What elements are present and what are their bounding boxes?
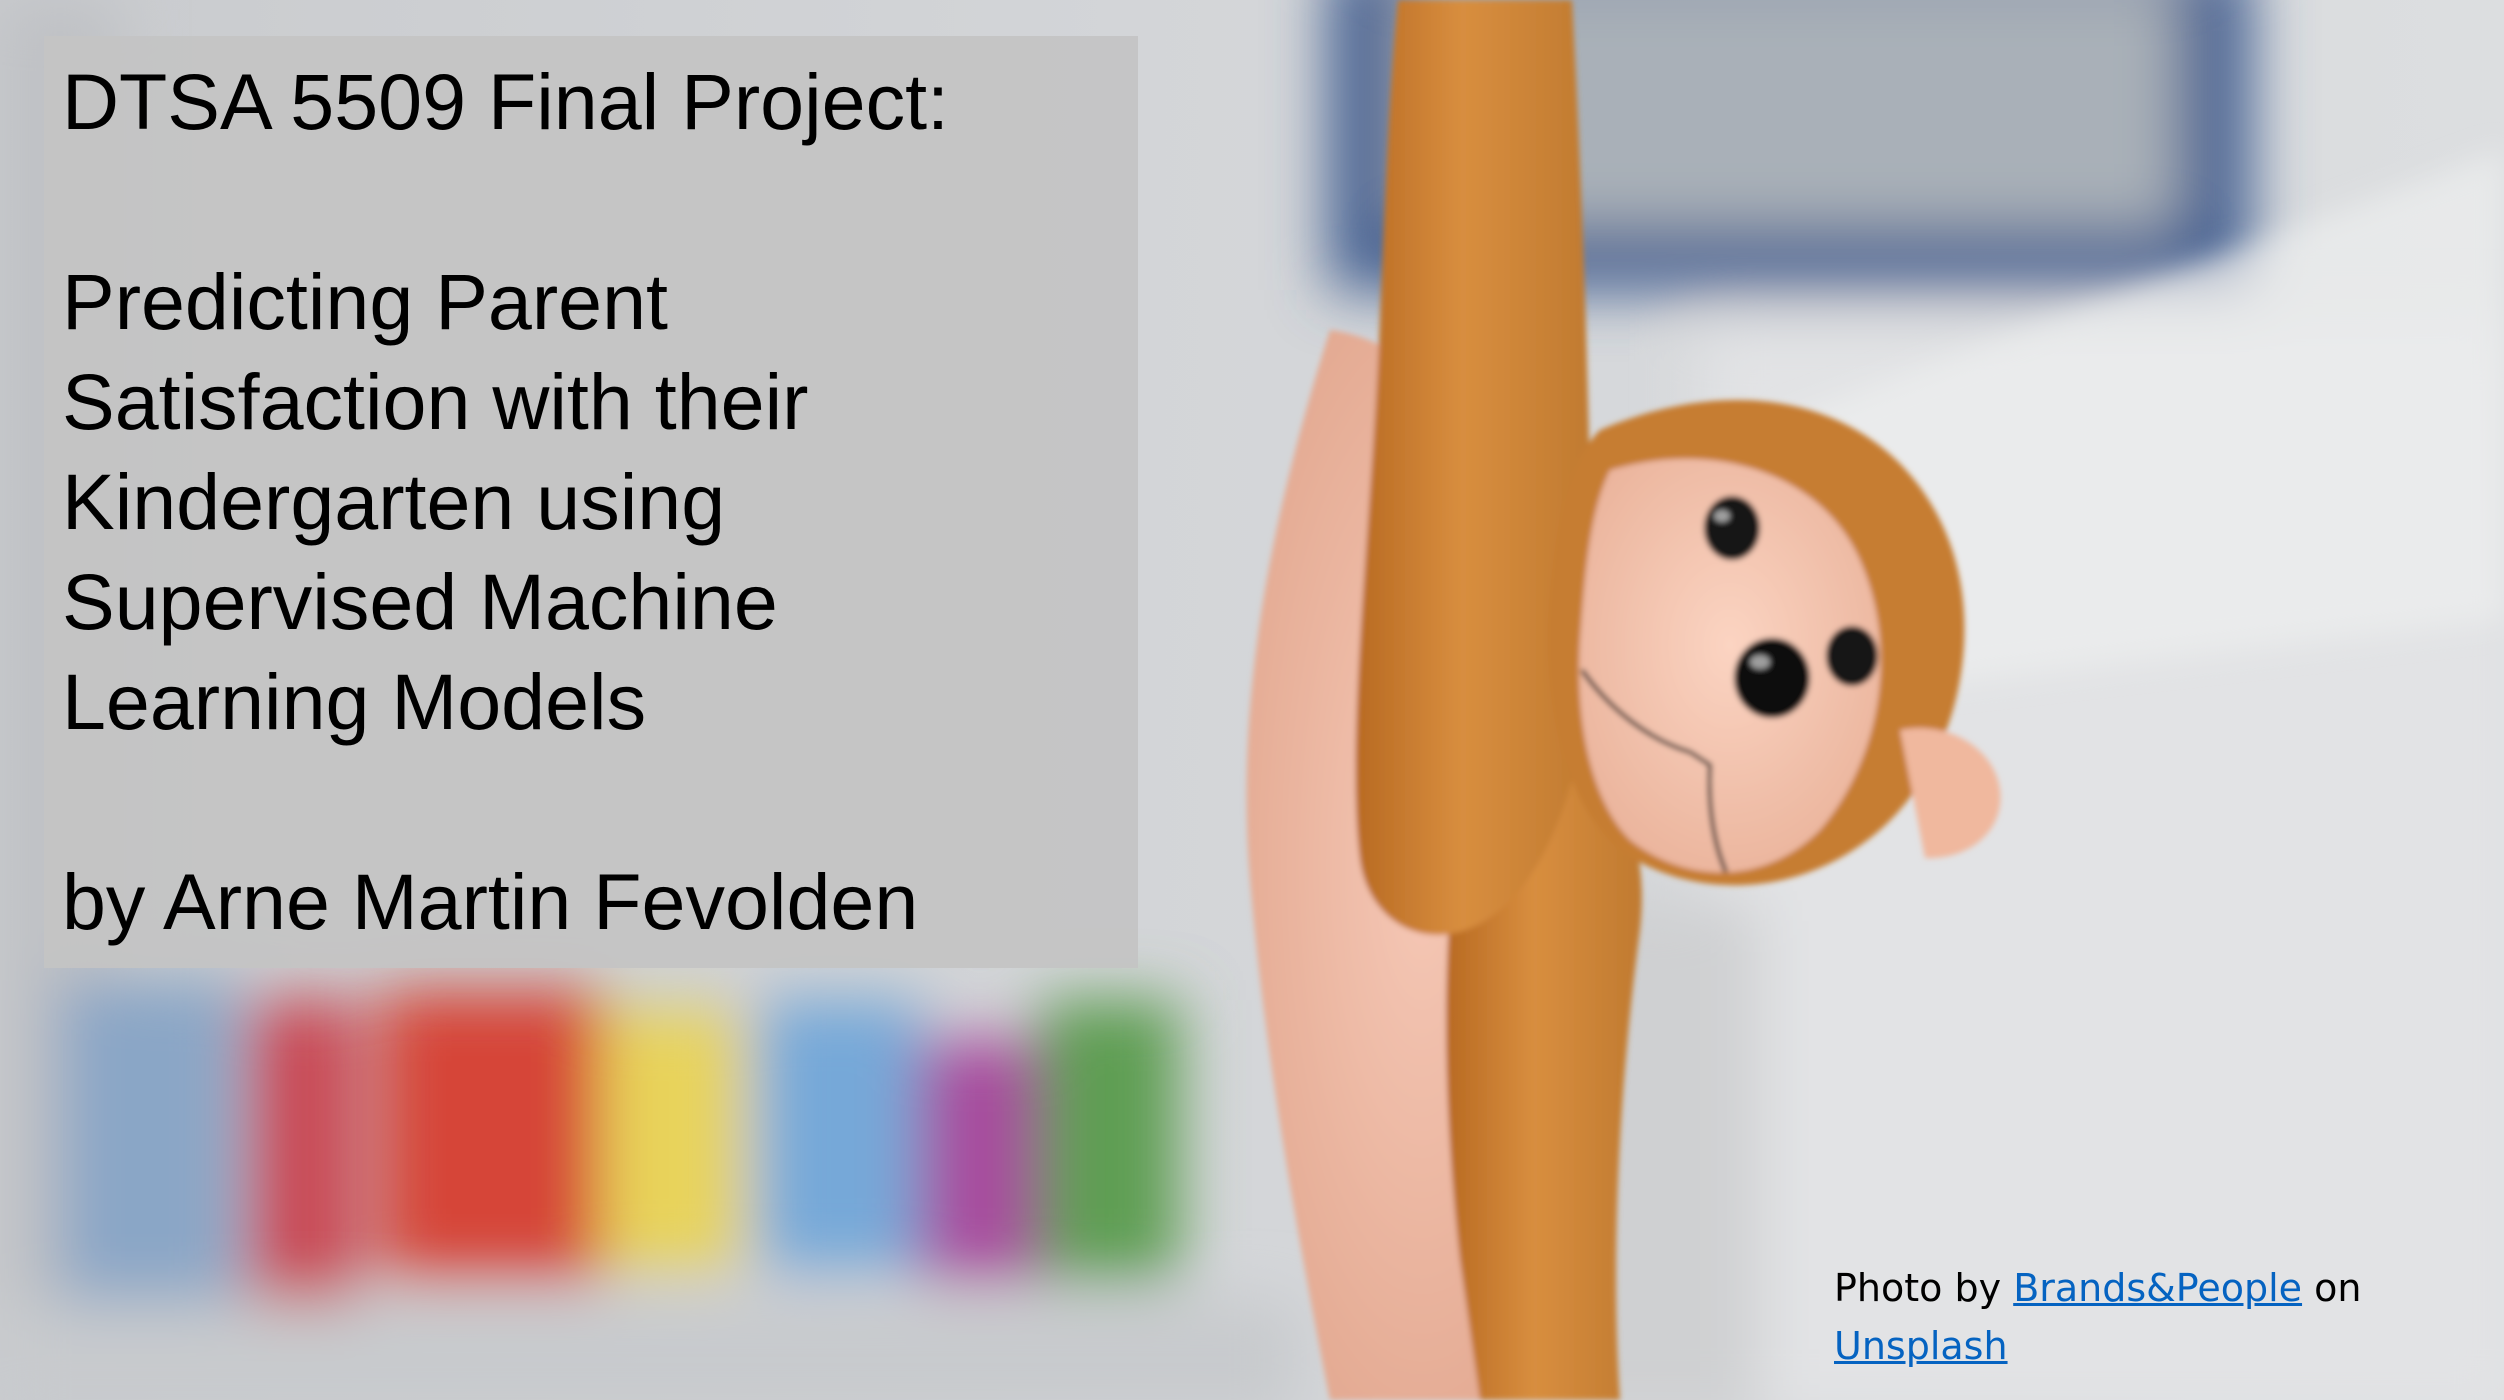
title-text-block: DTSA 5509 Final Project: Predicting Pare…	[62, 52, 1122, 952]
title-line-4: Supervised Machine	[62, 557, 778, 646]
slide-heading: DTSA 5509 Final Project:	[62, 57, 949, 146]
title-line-3: Kindergarten using	[62, 457, 726, 546]
author-line: by Arne Martin Fevolden	[62, 857, 919, 946]
plush-monkey	[1246, 0, 2001, 1400]
photo-credit: Photo by Brands&People on Unsplash	[1834, 1259, 2474, 1375]
title-panel	[44, 36, 1138, 968]
title-line-1: Predicting Parent	[62, 257, 669, 346]
credit-middle: on	[2314, 1266, 2362, 1310]
credit-prefix: Photo by	[1834, 1266, 2002, 1310]
photographer-link[interactable]: Brands&People	[2013, 1266, 2303, 1310]
unsplash-link[interactable]: Unsplash	[1834, 1324, 2008, 1368]
title-line-5: Learning Models	[62, 657, 647, 746]
title-line-2: Satisfaction with their	[62, 357, 809, 446]
